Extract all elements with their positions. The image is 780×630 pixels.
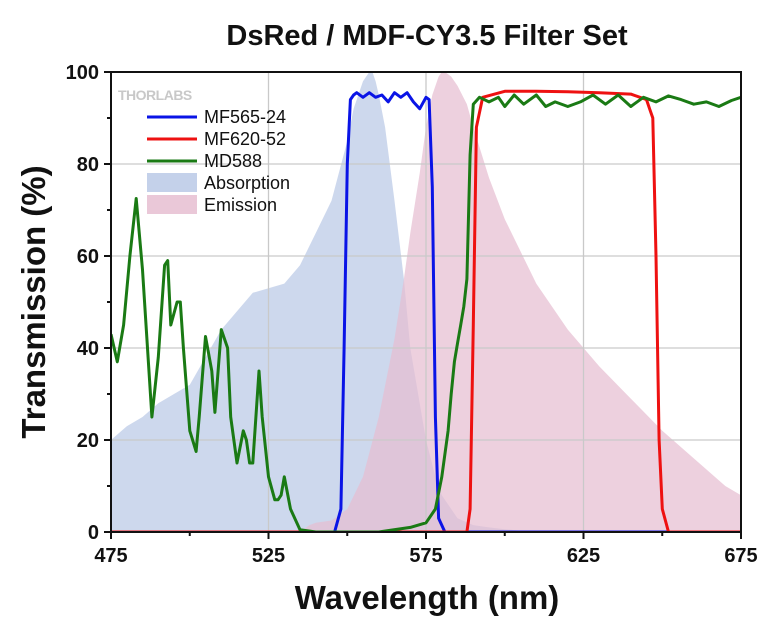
- area-series-group: [111, 72, 741, 532]
- legend-label-absorption: Absorption: [204, 173, 290, 193]
- x-tick-label: 475: [94, 545, 127, 567]
- x-tick-labels: 475 525 575 625 675: [94, 545, 757, 567]
- line-series-group: [111, 89, 741, 532]
- y-tick-label: 100: [66, 62, 99, 84]
- area-emission: [300, 72, 741, 532]
- x-tick-label: 525: [252, 545, 285, 567]
- gridlines: [111, 72, 741, 532]
- y-tick-label: 80: [77, 154, 99, 176]
- x-axis-label: Wavelength (nm): [295, 579, 560, 616]
- y-tick-label: 60: [77, 246, 99, 268]
- chart-title: DsRed / MDF-CY3.5 Filter Set: [226, 20, 628, 52]
- legend-swatch-emission: [147, 195, 197, 214]
- legend-label-md588: MD588: [204, 151, 262, 171]
- thorlabs-watermark: THORLABS: [118, 87, 192, 103]
- x-tick-label: 575: [409, 545, 442, 567]
- x-tick-label: 625: [567, 545, 600, 567]
- y-tick-label: 20: [77, 430, 99, 452]
- line-md588: [111, 93, 741, 532]
- y-tick-label: 40: [77, 338, 99, 360]
- line-mf565-24: [111, 91, 741, 532]
- axis-ticks: [104, 71, 742, 539]
- area-absorption: [111, 72, 568, 532]
- line-mf620-52: [111, 89, 741, 532]
- x-tick-label: 675: [724, 545, 757, 567]
- legend-swatch-absorption: [147, 173, 197, 192]
- legend-label-mf565-24: MF565-24: [204, 107, 286, 127]
- y-axis-label: Transmission (%): [15, 165, 52, 438]
- y-tick-label: 0: [88, 522, 99, 544]
- legend-label-mf620-52: MF620-52: [204, 129, 286, 149]
- legend-label-emission: Emission: [204, 195, 277, 215]
- y-tick-labels: 0 20 40 60 80 100: [66, 62, 99, 544]
